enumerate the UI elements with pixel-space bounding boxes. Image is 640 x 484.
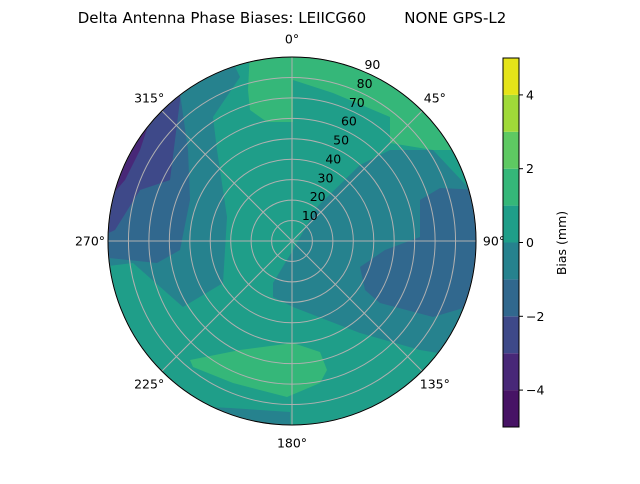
angular-tick-label: 90°	[483, 234, 505, 249]
angular-tick-label: 225°	[134, 376, 164, 391]
angular-tick-label: 45°	[424, 91, 446, 106]
radial-tick-label: 20	[310, 189, 326, 204]
radial-tick-label: 10	[302, 208, 318, 223]
colorbar: −4 −2 0 2 4	[502, 57, 544, 428]
angular-gridline	[161, 110, 293, 242]
polar-grid	[107, 56, 477, 426]
radial-tick-label: 50	[333, 133, 349, 148]
radial-tick-label: 70	[349, 95, 365, 110]
angular-tick-labels: 0° 45° 90° 135° 180° 225° 270° 315°	[75, 32, 505, 451]
colorbar-tick-label: 2	[526, 161, 534, 176]
colorbar-band	[503, 205, 519, 243]
polar-frame	[107, 56, 477, 426]
colorbar-tick-label: −4	[526, 383, 544, 398]
angular-tick-label: 315°	[134, 91, 164, 106]
colorbar-band	[503, 168, 519, 206]
angular-tick-label: 135°	[420, 376, 450, 391]
contour-level-2-3	[400, 62, 418, 80]
colorbar-band	[503, 353, 519, 391]
contour-level-1-2-south	[190, 343, 327, 397]
colorbar-band	[503, 94, 519, 132]
radial-tick-label: 40	[325, 151, 341, 166]
angular-gridline	[161, 240, 293, 372]
colorbar-band	[503, 390, 519, 427]
radial-tick-label: 30	[318, 170, 334, 185]
angular-tick-label: 270°	[75, 234, 105, 249]
radial-tick-labels: 10 20 30 40 50 60 70 80 90	[302, 57, 381, 223]
angular-tick-label: 180°	[277, 436, 307, 451]
radial-tick-label: 90	[364, 57, 380, 72]
colorbar-tick-label: 4	[526, 87, 534, 102]
colorbar-band	[503, 58, 519, 95]
colorbar-label: Bias (mm)	[554, 211, 569, 275]
radial-tick-label: 80	[357, 76, 373, 91]
colorbar-band	[503, 316, 519, 354]
angular-gridline	[291, 110, 423, 242]
colorbar-band	[503, 242, 519, 280]
colorbar-tick-label: 0	[526, 235, 534, 250]
chart-title: Delta Antenna Phase Biases: LEIICG60 NON…	[78, 9, 507, 27]
radial-tick-label: 60	[341, 114, 357, 129]
colorbar-band	[503, 131, 519, 169]
angular-gridline	[291, 240, 423, 372]
colorbar-band	[503, 279, 519, 317]
colorbar-tick-label: −2	[526, 309, 544, 324]
angular-tick-label: 0°	[285, 32, 299, 47]
